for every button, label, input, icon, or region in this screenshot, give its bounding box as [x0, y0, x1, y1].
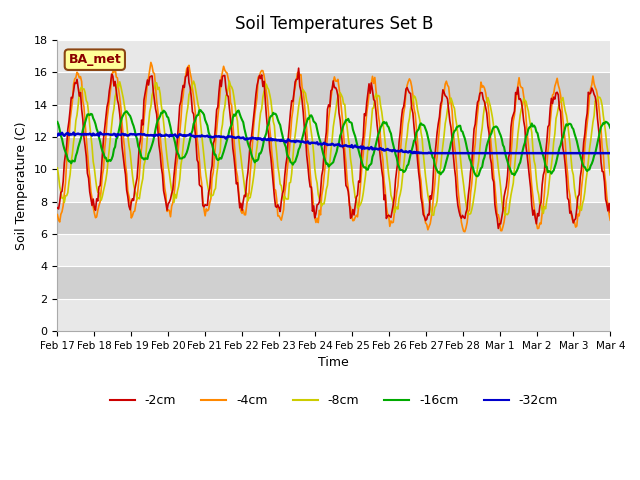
- Bar: [58, 202, 611, 234]
- Title: Soil Temperatures Set B: Soil Temperatures Set B: [235, 15, 433, 33]
- Bar: [58, 72, 611, 105]
- Legend: -2cm, -4cm, -8cm, -16cm, -32cm: -2cm, -4cm, -8cm, -16cm, -32cm: [104, 389, 563, 412]
- Bar: [58, 266, 611, 299]
- X-axis label: Time: Time: [319, 356, 349, 369]
- Bar: [58, 234, 611, 266]
- Text: BA_met: BA_met: [68, 53, 121, 66]
- Bar: [58, 299, 611, 331]
- Y-axis label: Soil Temperature (C): Soil Temperature (C): [15, 121, 28, 250]
- Bar: [58, 40, 611, 72]
- Bar: [58, 105, 611, 137]
- Bar: [58, 137, 611, 169]
- Bar: [58, 169, 611, 202]
